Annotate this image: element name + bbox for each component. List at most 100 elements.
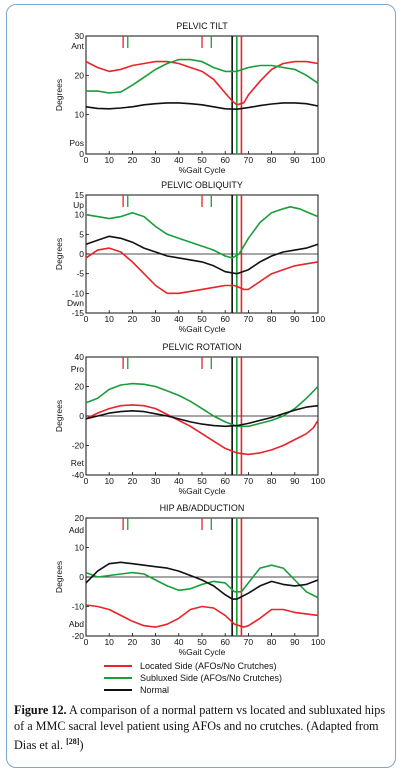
y-axis-label: Degrees: [54, 238, 64, 270]
x-tick-label: 50: [197, 314, 207, 324]
x-tick-label: 30: [151, 155, 161, 165]
y-tick-label: 20: [75, 513, 85, 523]
direction-label: Add: [69, 525, 84, 535]
direction-label: Pos: [69, 138, 84, 148]
chart-title: HIP AB/ADDUCTION: [160, 503, 245, 513]
series-line-normal: [85, 235, 319, 275]
x-tick-label: 0: [84, 314, 89, 324]
y-tick-label: 0: [79, 249, 84, 259]
x-tick-label: 80: [267, 476, 277, 486]
legend: Located Side (AFOs/No Crutches) Subluxed…: [104, 660, 282, 696]
series-line-subluxed: [85, 206, 319, 259]
y-tick-label: 10: [75, 110, 85, 120]
x-tick-label: 70: [244, 155, 254, 165]
chart-title: PELVIC OBLIQUITY: [161, 180, 243, 190]
legend-label-located: Located Side (AFOs/No Crutches): [140, 661, 277, 671]
x-axis-label: %Gait Cycle: [179, 165, 226, 175]
direction-label: Pro: [71, 364, 85, 374]
series-line-normal: [85, 102, 319, 110]
x-tick-label: 40: [174, 637, 184, 647]
direction-label: Up: [73, 200, 84, 210]
y-tick-label: -10: [72, 288, 85, 298]
y-tick-label: 15: [75, 190, 85, 200]
y-tick-label: -20: [72, 441, 85, 451]
caption-ref: [28]: [66, 737, 80, 746]
y-tick-label: 0: [79, 411, 84, 421]
legend-label-normal: Normal: [140, 685, 170, 695]
direction-label: Dwn: [67, 298, 84, 308]
x-tick-label: 50: [197, 476, 207, 486]
chart-title: PELVIC ROTATION: [162, 342, 241, 352]
x-tick-label: 100: [311, 637, 325, 647]
x-tick-label: 40: [174, 314, 184, 324]
x-tick-label: 80: [267, 314, 277, 324]
series-line-located: [85, 604, 319, 628]
legend-swatch-subluxed: [104, 677, 132, 679]
x-tick-label: 40: [174, 476, 184, 486]
x-tick-label: 30: [151, 476, 161, 486]
caption-close: ): [79, 738, 84, 753]
x-tick-label: 50: [197, 637, 207, 647]
x-tick-label: 80: [267, 155, 277, 165]
x-tick-label: 60: [220, 314, 230, 324]
series-line-located: [85, 404, 319, 456]
x-tick-label: 100: [311, 155, 325, 165]
y-tick-label: 20: [75, 382, 85, 392]
x-axis-label: %Gait Cycle: [179, 647, 226, 657]
figure-frame: [6, 4, 396, 768]
y-tick-label: 10: [75, 543, 85, 553]
y-axis-label: Degrees: [54, 561, 64, 593]
y-tick-label: 40: [75, 352, 85, 362]
x-tick-label: 90: [290, 314, 300, 324]
y-axis-label: Degrees: [54, 400, 64, 432]
y-tick-label: 0: [79, 572, 84, 582]
legend-item-located: Located Side (AFOs/No Crutches): [104, 660, 282, 672]
legend-item-subluxed: Subluxed Side (AFOs/No Crutches): [104, 672, 282, 684]
x-tick-label: 60: [220, 637, 230, 647]
x-tick-label: 0: [84, 637, 89, 647]
y-tick-label: -40: [72, 470, 85, 480]
direction-label: Abd: [69, 619, 84, 629]
direction-label: Ant: [71, 41, 84, 51]
caption-label: Figure 12.: [14, 703, 67, 717]
y-tick-label: -5: [76, 269, 84, 279]
y-tick-label: 5: [79, 229, 84, 239]
legend-label-subluxed: Subluxed Side (AFOs/No Crutches): [140, 673, 283, 683]
x-tick-label: 10: [104, 637, 114, 647]
y-tick-label: 20: [75, 70, 85, 80]
y-tick-label: -15: [72, 308, 85, 318]
x-tick-label: 60: [220, 476, 230, 486]
x-axis-label: %Gait Cycle: [179, 324, 226, 334]
series-line-subluxed: [86, 58, 319, 94]
y-tick-label: -20: [72, 631, 85, 641]
y-tick-label: 0: [79, 149, 84, 159]
x-tick-label: 20: [128, 637, 138, 647]
x-tick-label: 90: [290, 637, 300, 647]
x-tick-label: 10: [104, 155, 114, 165]
caption-text: A comparison of a normal pattern vs loca…: [14, 703, 386, 753]
y-axis-label: Degrees: [54, 79, 64, 111]
x-axis-label: %Gait Cycle: [179, 486, 226, 496]
series-line-located: [85, 60, 319, 106]
legend-swatch-located: [104, 665, 132, 667]
legend-item-normal: Normal: [104, 684, 282, 696]
x-tick-label: 70: [244, 476, 254, 486]
y-tick-label: -10: [72, 602, 85, 612]
x-tick-label: 10: [104, 476, 114, 486]
x-tick-label: 0: [84, 155, 89, 165]
direction-label: Ret: [71, 458, 85, 468]
x-tick-label: 0: [84, 476, 89, 486]
x-tick-label: 70: [244, 637, 254, 647]
x-tick-label: 50: [197, 155, 207, 165]
x-tick-label: 40: [174, 155, 184, 165]
x-tick-label: 90: [290, 155, 300, 165]
x-tick-label: 100: [311, 314, 325, 324]
chart-3: PELVIC ROTATION 0 10 20 30 40 50 60 70 80 90 100 %Ga…: [54, 342, 325, 496]
y-tick-label: 10: [75, 210, 85, 220]
series-line-normal: [85, 404, 319, 428]
chart-title: PELVIC TILT: [176, 21, 228, 31]
